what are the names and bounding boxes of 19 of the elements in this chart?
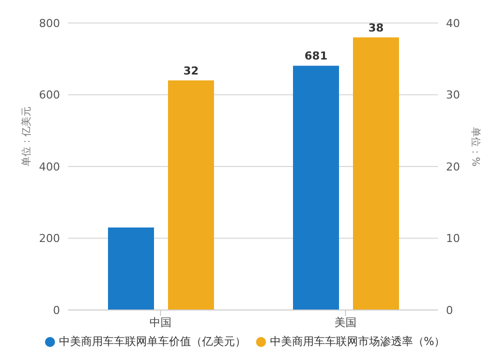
y2-tick-label: 0 [446,304,453,317]
y-axis-title: 单位：亿美元 [20,106,33,166]
x-tick-label: 中国 [150,316,172,329]
y-tick-label: 600 [39,88,60,102]
data-label: 32 [183,64,199,78]
y-tick-label: 800 [39,16,60,30]
y2-tick-label: 30 [446,88,460,102]
x-tick-label: 美国 [334,316,356,329]
data-label: 681 [304,50,328,63]
legend-label: 中美商用车车联网单车价值（亿美元） [58,335,246,348]
data-label: 38 [368,21,384,34]
y-tick-label: 0 [53,304,60,317]
y-tick-label: 400 [39,160,60,174]
y2-axis-title: 单位：% [469,126,482,166]
y-tick-label: 200 [39,232,60,246]
legend-label: 中美商用车车联网市场渗透率（%） [270,335,446,348]
y2-tick-label: 10 [446,232,460,246]
y2-tick-label: 40 [446,16,460,30]
y2-tick-label: 20 [446,160,460,174]
